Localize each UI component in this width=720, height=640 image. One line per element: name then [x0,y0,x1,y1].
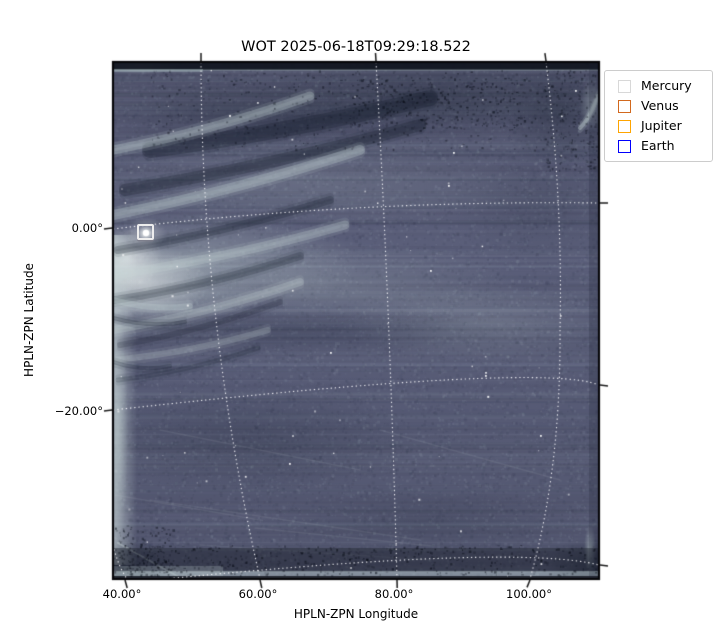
mercury-swatch-icon [618,79,631,93]
x-tick-label-100: 100.00° [506,587,552,601]
legend-label: Venus [641,97,679,113]
legend-label: Mercury [641,77,692,93]
x-tick-label-40: 40.00° [102,587,142,601]
earth-swatch-icon [618,139,631,153]
legend-label: Earth [641,137,675,153]
x-axis-label: HPLN-ZPN Longitude [293,607,419,621]
x-tick-label-60: 60.00° [238,587,278,601]
legend-item-venus: Venus [618,96,706,116]
y-tick-label-0: 0.00° [71,221,103,235]
legend: Mercury Venus Jupiter Earth [604,70,713,162]
legend-label: Jupiter [641,117,682,133]
jupiter-swatch-icon [618,119,631,133]
y-axis-label: HPLN-ZPN Latitude [22,263,36,377]
venus-swatch-icon [618,99,631,113]
legend-item-earth: Earth [618,136,706,156]
legend-item-jupiter: Jupiter [618,116,706,136]
plot-title: WOT 2025-06-18T09:29:18.522 [241,39,471,55]
x-tick-label-80: 80.00° [374,587,414,601]
mercury-marker [137,224,154,240]
y-tick-label-m20: −20.00° [54,404,103,418]
legend-item-mercury: Mercury [618,76,706,96]
